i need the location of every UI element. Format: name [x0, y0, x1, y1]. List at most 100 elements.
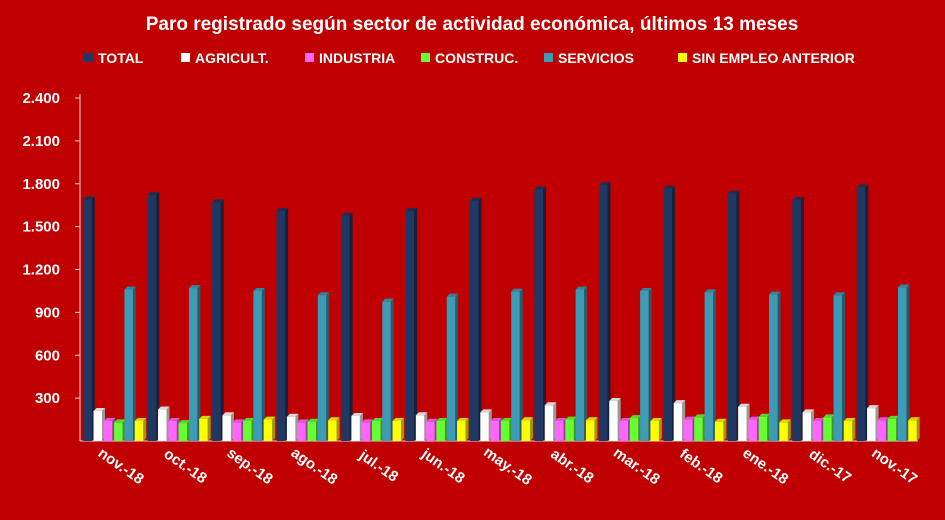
bar-top: [650, 417, 662, 421]
bar-front: [575, 289, 585, 441]
bar: [426, 418, 438, 441]
bar-side: [132, 286, 136, 441]
y-tick-label: 1.500: [22, 219, 60, 236]
bar-front: [436, 420, 445, 441]
bar-front: [856, 187, 866, 441]
bar-front: [188, 288, 198, 441]
bar: [470, 197, 482, 441]
bar-side: [594, 417, 598, 441]
x-tick-label: oct.-18: [161, 445, 210, 487]
bar-top: [124, 286, 136, 290]
bar-top: [792, 197, 804, 201]
bar-top: [307, 418, 320, 422]
bar-group-feb.-18: [663, 185, 727, 441]
bar-side: [220, 199, 224, 441]
bar-side: [658, 417, 662, 441]
bar: [598, 182, 611, 441]
x-tick-label: ene.-18: [739, 445, 791, 489]
bar-top: [93, 407, 106, 411]
y-tick-label: 600: [35, 347, 60, 364]
bar-side: [787, 419, 791, 441]
legend-swatch: [678, 53, 687, 62]
bar-front: [457, 420, 466, 441]
bar-front: [867, 408, 876, 441]
bar-front: [650, 420, 659, 441]
bar-side: [414, 207, 418, 441]
y-tick-label: 900: [35, 304, 60, 321]
chart-title: Paro registrado según sector de activida…: [146, 14, 799, 35]
x-tick-label: jun.-18: [418, 445, 468, 487]
legend-label: SERVICIOS: [558, 50, 634, 66]
bar-front: [694, 417, 703, 441]
bar-front: [779, 422, 788, 441]
bar-top: [629, 415, 642, 419]
bar: [297, 419, 309, 441]
bar: [178, 420, 191, 441]
bar-group-jul.-18: [341, 212, 405, 441]
bar: [565, 416, 577, 441]
bar-front: [833, 295, 843, 441]
bar: [897, 284, 910, 441]
bar-group-ago.-18: [276, 207, 340, 441]
bar-front: [297, 422, 306, 441]
bar-top: [457, 417, 469, 421]
bar-top: [470, 197, 482, 201]
bar-front: [490, 420, 500, 441]
bar-front: [714, 421, 724, 441]
bar-top: [490, 417, 503, 421]
bar-front: [908, 420, 917, 441]
bar-front: [534, 189, 543, 441]
bar: [555, 417, 567, 441]
bar-side: [800, 197, 804, 441]
x-axis: nov.-18 oct.-18 sep.-18 ago.-18 jul.-18 jun.-…: [95, 444, 920, 489]
bar: [534, 186, 546, 441]
legend-item-1: AGRICULT.: [181, 50, 269, 66]
bar-top: [253, 287, 265, 291]
bar-top: [887, 415, 900, 419]
bar-top: [511, 288, 523, 292]
bar: [877, 417, 889, 441]
bar: [812, 417, 825, 441]
bar-top: [212, 199, 224, 203]
bar-top: [683, 416, 696, 420]
bar-top: [500, 417, 513, 421]
bar-front: [802, 412, 812, 441]
bar-top: [598, 182, 611, 186]
bar-top: [867, 405, 879, 409]
bar-side: [777, 291, 781, 441]
bar-top: [480, 409, 492, 413]
x-tick-label: mar.-18: [610, 444, 663, 488]
bar-group-may.-18: [470, 197, 533, 441]
bar-side: [584, 286, 588, 441]
bar-top: [748, 416, 760, 420]
bar-front: [877, 420, 886, 441]
bars: [83, 182, 920, 441]
bar-top: [178, 420, 191, 424]
bar-top: [361, 419, 374, 423]
bar-top: [341, 212, 353, 216]
legend-label: AGRICULT.: [195, 50, 269, 66]
bar-top: [297, 419, 309, 423]
bar-top: [243, 417, 255, 421]
bar-top: [544, 402, 557, 406]
bar: [738, 403, 750, 441]
bar-top: [147, 192, 160, 196]
y-tick-label: 300: [35, 390, 60, 407]
bar: [490, 417, 503, 441]
bar-front: [392, 420, 402, 441]
bar-front: [263, 419, 273, 441]
bar-top: [286, 413, 299, 417]
y-tick-label: 2.100: [22, 133, 60, 150]
bar: [544, 402, 557, 441]
bar-group-sep.-18: [212, 199, 276, 441]
bar-side: [519, 288, 523, 441]
bar-front: [317, 295, 327, 441]
bar-top: [727, 190, 740, 194]
bar: [212, 199, 224, 441]
bar: [243, 417, 255, 441]
bar-top: [575, 286, 588, 290]
legend-item-3: CONSTRUC.: [421, 50, 518, 66]
bar-front: [470, 200, 479, 441]
bar-front: [673, 403, 683, 441]
